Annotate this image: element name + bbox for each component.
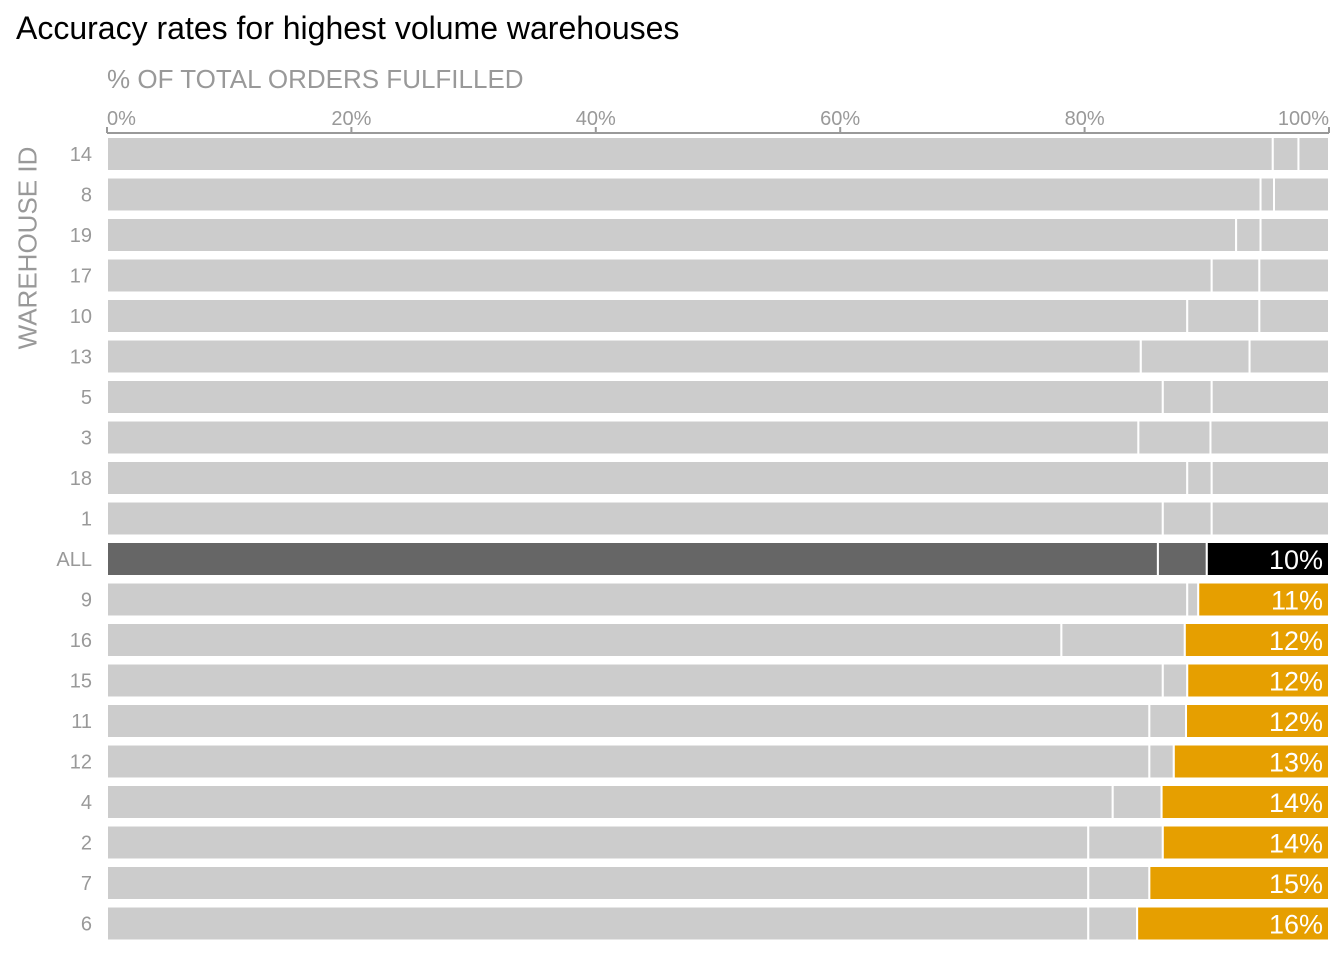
bar-segment xyxy=(106,784,1114,820)
bar-segment xyxy=(1205,541,1331,577)
bar-segment xyxy=(106,662,1164,699)
bar-segment xyxy=(106,217,1238,253)
bar-segment xyxy=(106,865,1090,901)
data-label: 11% xyxy=(1271,586,1323,616)
bar-segment xyxy=(1210,460,1330,496)
category-label: 18 xyxy=(70,468,92,490)
category-label: 17 xyxy=(70,266,92,288)
bar-segment xyxy=(1271,136,1300,172)
bar-segment xyxy=(1197,581,1330,618)
bar-segment xyxy=(106,298,1189,334)
bar-segment xyxy=(1297,136,1330,172)
category-label: 4 xyxy=(81,792,92,814)
bar-segment xyxy=(1186,662,1331,699)
bar-segment xyxy=(106,905,1090,942)
bar-segment xyxy=(1087,905,1139,942)
x-tick-label: 0% xyxy=(107,108,136,130)
data-label: 16% xyxy=(1269,910,1323,940)
bar-segment xyxy=(1087,824,1164,861)
chart-title: Accuracy rates for highest volume wareho… xyxy=(16,10,680,46)
bar-segment xyxy=(1136,905,1330,942)
bar-segment xyxy=(1186,460,1213,496)
bar-segment xyxy=(106,500,1164,537)
bar-segment xyxy=(106,743,1151,780)
bar-segment xyxy=(1186,298,1261,334)
bar-segment xyxy=(1210,257,1261,294)
data-label: 12% xyxy=(1269,707,1323,737)
bar-segment xyxy=(106,419,1140,456)
category-label: 8 xyxy=(81,185,92,207)
data-label: 15% xyxy=(1269,869,1323,899)
category-label: 12 xyxy=(70,752,92,774)
bar-segment xyxy=(1273,176,1331,213)
category-label: 7 xyxy=(81,873,92,895)
category-label: 11 xyxy=(71,711,92,733)
bar-segment xyxy=(1111,784,1163,820)
bar-segment xyxy=(106,541,1159,577)
category-label: 14 xyxy=(70,144,92,166)
bar-segment xyxy=(106,338,1142,375)
data-label: 12% xyxy=(1269,667,1323,697)
bar-segment xyxy=(1235,217,1262,253)
x-tick-label: 60% xyxy=(820,108,860,130)
bar-segment xyxy=(106,622,1063,658)
category-label: 3 xyxy=(81,428,92,450)
category-label: 5 xyxy=(81,387,92,409)
data-label: 12% xyxy=(1269,626,1323,656)
bar-segment xyxy=(1161,500,1213,537)
category-label: 19 xyxy=(70,225,92,247)
bar-segment xyxy=(106,136,1274,172)
bar-segment xyxy=(1148,865,1330,901)
bar-segment xyxy=(1258,257,1330,294)
bar-segment xyxy=(106,379,1164,415)
category-label: 10 xyxy=(70,306,92,328)
bar-segment xyxy=(1259,176,1276,213)
category-label: ALL xyxy=(56,549,92,571)
bar-segment xyxy=(1186,581,1200,618)
bar-segment xyxy=(1185,703,1330,739)
bar-segment xyxy=(1148,743,1175,780)
bar-segment xyxy=(1210,500,1330,537)
bar-segment xyxy=(106,460,1189,496)
category-label: 15 xyxy=(70,671,92,693)
data-label: 13% xyxy=(1269,748,1323,778)
x-tick-label: 100% xyxy=(1278,108,1329,130)
bar-segment xyxy=(1248,338,1330,375)
category-label: 13 xyxy=(70,347,92,369)
bar-segment xyxy=(1210,379,1330,415)
data-label: 14% xyxy=(1269,829,1323,859)
bar-segment xyxy=(106,176,1262,213)
bar-segment xyxy=(1160,784,1331,820)
bar-segment xyxy=(1172,743,1331,780)
data-label: 10% xyxy=(1269,545,1323,575)
data-label: 14% xyxy=(1269,788,1323,818)
bar-segment xyxy=(106,581,1189,618)
x-tick-label: 80% xyxy=(1065,108,1105,130)
bar-segment xyxy=(1148,703,1188,739)
bar-segment xyxy=(1161,379,1213,415)
bar-segment xyxy=(106,703,1151,739)
x-axis-label: % OF TOTAL ORDERS FULFILLED xyxy=(107,64,524,94)
bar-segment xyxy=(1137,419,1212,456)
x-tick-label: 40% xyxy=(576,108,616,130)
category-label: 16 xyxy=(70,630,92,652)
category-label: 9 xyxy=(81,590,92,612)
bar-segment xyxy=(1258,298,1330,334)
bar-segment xyxy=(1087,865,1151,901)
bar-segment xyxy=(1060,622,1186,658)
category-label: 1 xyxy=(81,509,92,531)
x-tick-label: 20% xyxy=(331,108,371,130)
bar-segment xyxy=(1183,622,1330,658)
bar-segment xyxy=(106,257,1213,294)
bar-segment xyxy=(1259,217,1330,253)
bar-segment xyxy=(1161,824,1330,861)
bar-segment xyxy=(1209,419,1330,456)
bar-segment xyxy=(1156,541,1208,577)
category-label: 6 xyxy=(81,914,92,936)
category-label: 2 xyxy=(81,833,92,855)
bar-segment xyxy=(106,824,1090,861)
bar-segment xyxy=(1161,662,1189,699)
bar-segment xyxy=(1139,338,1251,375)
